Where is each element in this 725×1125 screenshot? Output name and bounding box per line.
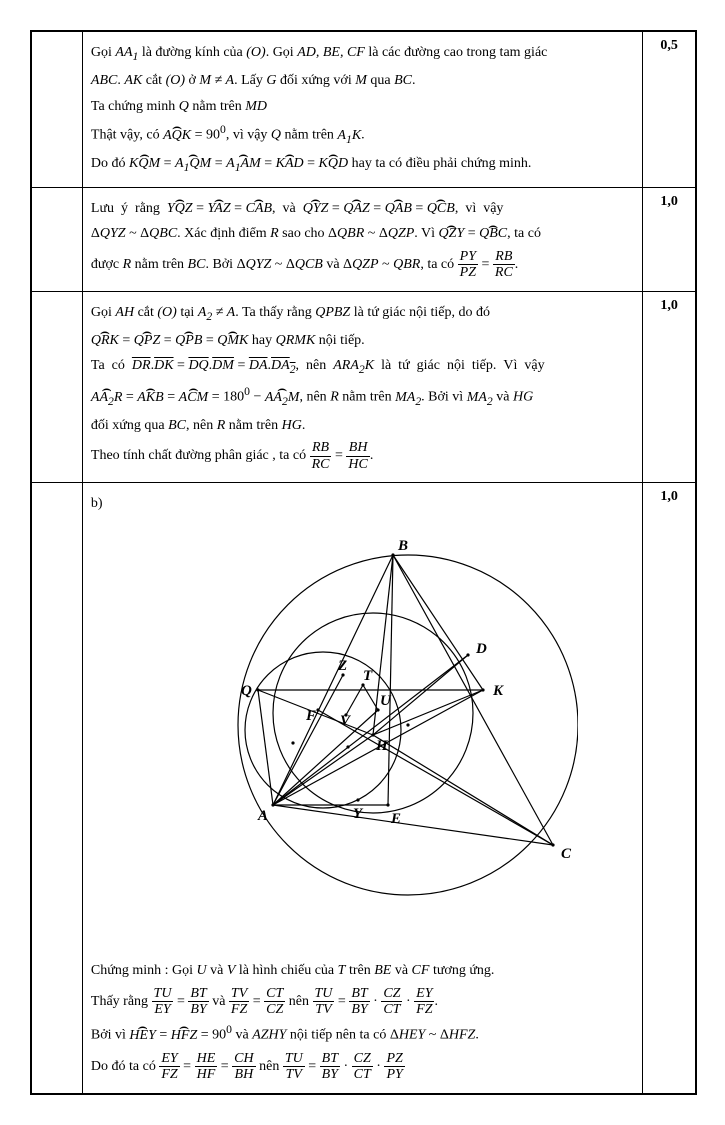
svg-text:Y: Y	[353, 806, 364, 822]
svg-text:B: B	[397, 538, 408, 554]
svg-text:A: A	[257, 808, 268, 824]
content-line: Thật vậy, có AQK = 900, vì vậy Q nằm trê…	[91, 121, 634, 149]
svg-text:F: F	[305, 708, 316, 724]
content-line: Do đó ta có EYFZ = HEHF = CHBH nên TUTV …	[91, 1051, 634, 1083]
content-line: Chứng minh : Gọi U và V là hình chiếu củ…	[91, 960, 634, 982]
part-label: b)	[91, 493, 634, 515]
svg-text:D: D	[475, 641, 487, 657]
row-index-cell	[32, 483, 83, 1093]
content-line: Bởi vì HEY = HFZ = 900 và AZHY nội tiếp …	[91, 1021, 634, 1046]
svg-text:Q: Q	[241, 683, 252, 699]
table-row: Gọi AA1 là đường kính của (O). Gọi AD, B…	[32, 32, 696, 188]
score-cell: 0,5	[643, 32, 696, 188]
row-content-cell: b)BDKQZTFVUHAYECChứng minh : Gọi U và V …	[82, 483, 642, 1093]
svg-text:T: T	[363, 668, 373, 684]
svg-text:E: E	[390, 811, 401, 827]
content-line: được R nằm trên BC. Bởi ΔQYZ ~ ΔQCB và Δ…	[91, 249, 634, 281]
table-row: b)BDKQZTFVUHAYECChứng minh : Gọi U và V …	[32, 483, 696, 1093]
table-row: Gọi AH cắt (O) tại A2 ≠ A. Ta thấy rằng …	[32, 291, 696, 482]
score-cell: 1,0	[643, 291, 696, 482]
content-line: đối xứng qua BC, nên R nằm trên HG.	[91, 415, 634, 437]
row-content-cell: Lưu ý rằng YQZ = YAZ = CAB, và QYZ = QAZ…	[82, 187, 642, 291]
svg-text:Z: Z	[337, 658, 347, 674]
content-line: ABC. AK cắt (O) ở M ≠ A. Lấy G đối xứng …	[91, 70, 634, 92]
row-content-cell: Gọi AH cắt (O) tại A2 ≠ A. Ta thấy rằng …	[82, 291, 642, 482]
svg-text:C: C	[561, 846, 572, 862]
figure-wrap: BDKQZTFVUHAYEC	[91, 525, 634, 950]
score-cell: 1,0	[643, 483, 696, 1093]
geometry-figure: BDKQZTFVUHAYEC	[148, 525, 578, 945]
table-row: Lưu ý rằng YQZ = YAZ = CAB, và QYZ = QAZ…	[32, 187, 696, 291]
content-line: Ta có DR.DK = DQ.DM = DA.DA2, nên ARA2K …	[91, 355, 634, 379]
row-content-cell: Gọi AA1 là đường kính của (O). Gọi AD, B…	[82, 32, 642, 188]
row-index-cell	[32, 32, 83, 188]
content-line: Theo tính chất đường phân giác , ta có R…	[91, 440, 634, 472]
svg-text:K: K	[492, 683, 504, 699]
svg-text:U: U	[380, 693, 392, 709]
row-index-cell	[32, 187, 83, 291]
page-frame: Gọi AA1 là đường kính của (O). Gọi AD, B…	[30, 30, 697, 1095]
content-line: QRK = QPZ = QPB = QMK hay QRMK nội tiếp.	[91, 330, 634, 352]
content-line: Thấy rằng TUEY = BTBY và TVFZ = CTCZ nên…	[91, 986, 634, 1018]
score-cell: 1,0	[643, 187, 696, 291]
content-line: Gọi AA1 là đường kính của (O). Gọi AD, B…	[91, 42, 634, 66]
content-line: Gọi AH cắt (O) tại A2 ≠ A. Ta thấy rằng …	[91, 302, 634, 326]
solution-table: Gọi AA1 là đường kính của (O). Gọi AD, B…	[31, 31, 696, 1094]
svg-text:H: H	[375, 738, 389, 754]
content-line: Ta chứng minh Q nằm trên MD	[91, 96, 634, 118]
content-line: Lưu ý rằng YQZ = YAZ = CAB, và QYZ = QAZ…	[91, 198, 634, 220]
content-line: AA2R = AKB = ACM = 1800 − AA2M, nên R nằ…	[91, 383, 634, 411]
row-index-cell	[32, 291, 83, 482]
content-line: Do đó KQM = A1QM = A1AM = KAD = KQD hay …	[91, 153, 634, 177]
content-line: ΔQYZ ~ ΔQBC. Xác định điểm R sao cho ΔQB…	[91, 223, 634, 245]
